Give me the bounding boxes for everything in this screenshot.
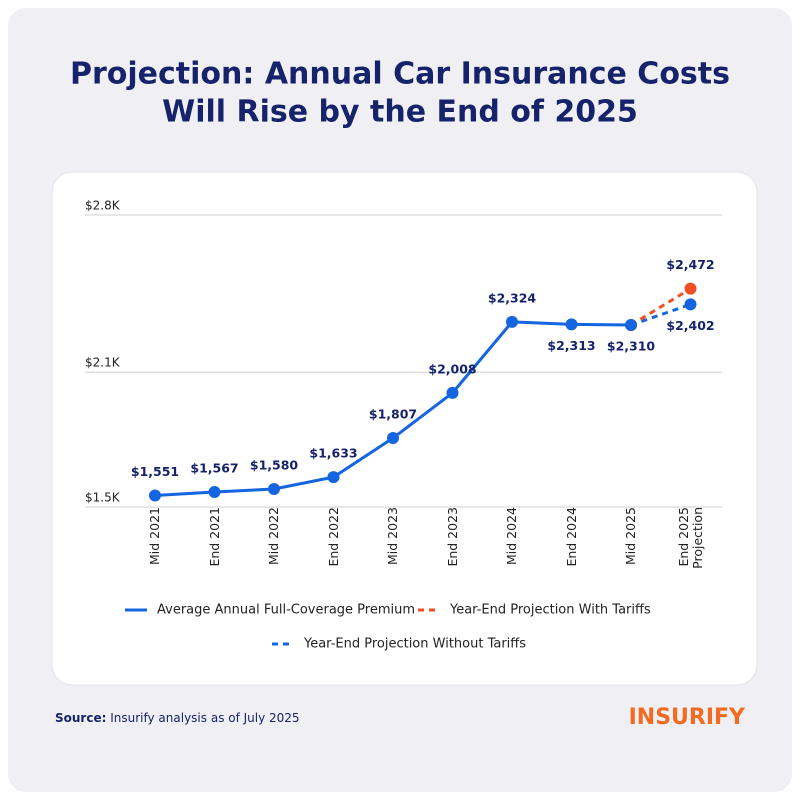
x-tick-label: End 2024 xyxy=(563,507,579,567)
data-label: $1,807 xyxy=(369,407,417,422)
data-label: $2,402 xyxy=(666,318,714,333)
x-tick-label: End 2022 xyxy=(325,507,341,567)
x-tick-label: Mid 2021 xyxy=(147,507,162,565)
legend-label: Year-End Projection Without Tariffs xyxy=(303,637,526,652)
x-tick-label: Mid 2022 xyxy=(266,507,281,565)
data-label: $1,580 xyxy=(250,458,299,473)
data-point xyxy=(327,471,340,484)
source-label: Source: xyxy=(55,711,106,725)
logo: INSURIFY xyxy=(629,705,746,730)
x-tick-label: Mid 2024 xyxy=(504,507,519,565)
x-tick-label: End 2023 xyxy=(444,507,460,567)
data-point xyxy=(208,485,221,498)
chart-title: Projection: Annual Car Insurance Costs xyxy=(70,57,730,92)
y-tick-label: $1.5K xyxy=(85,491,121,505)
data-label: $1,551 xyxy=(131,464,179,479)
legend-label: Year-End Projection With Tariffs xyxy=(449,603,651,618)
data-point xyxy=(625,319,637,332)
chart-title: Will Rise by the End of 2025 xyxy=(162,95,638,130)
data-label: $2,472 xyxy=(666,257,714,272)
x-tick-label: End 2025 Projection xyxy=(675,507,705,569)
data-label: $2,313 xyxy=(547,338,595,353)
data-point xyxy=(149,489,161,502)
data-point xyxy=(387,432,399,445)
x-tick-label: Mid 2023 xyxy=(385,507,400,565)
data-point xyxy=(684,298,697,311)
data-point xyxy=(268,483,280,496)
data-point xyxy=(446,386,459,399)
x-tick-label: Mid 2025 xyxy=(623,507,638,565)
x-tick-label: End 2021 xyxy=(206,507,222,567)
series-line xyxy=(630,287,692,327)
data-label: $2,310 xyxy=(607,339,656,354)
data-label: $1,567 xyxy=(190,460,238,475)
y-tick-label: $2.1K xyxy=(85,356,121,370)
data-label: $1,633 xyxy=(309,446,357,461)
legend-label: Average Annual Full-Coverage Premium xyxy=(157,603,415,618)
data-label: $2,008 xyxy=(428,361,476,376)
source: Source: Insurify analysis as of July 202… xyxy=(55,711,300,725)
data-point xyxy=(565,318,578,331)
data-label: $2,324 xyxy=(488,290,537,305)
data-point xyxy=(684,282,697,295)
source-text: Insurify analysis as of July 2025 xyxy=(110,711,299,725)
data-point xyxy=(506,315,518,328)
y-tick-label: $2.8K xyxy=(85,199,121,213)
